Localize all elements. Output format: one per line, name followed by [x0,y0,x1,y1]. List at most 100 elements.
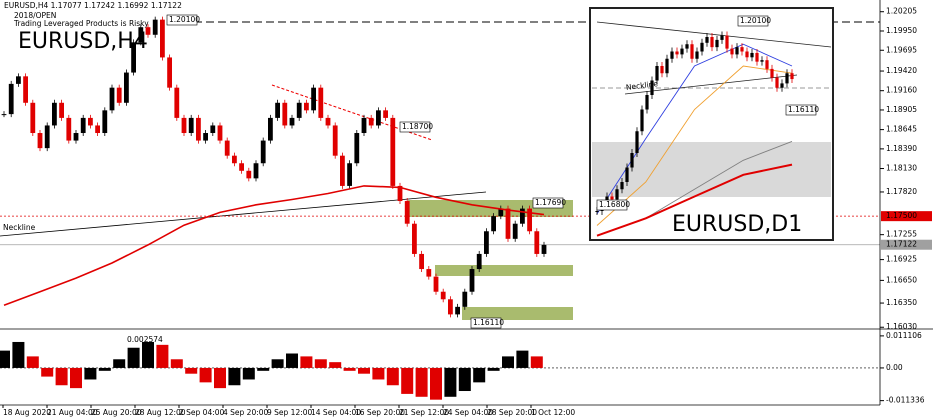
x-tick-label: 28 Sep 20:00 [487,408,537,417]
inset-candle [720,35,724,40]
inset-moving-average [596,163,793,237]
price-level-label: 1.17500 [886,211,917,220]
candle [296,102,302,118]
candle [534,231,540,254]
indicator-bar [358,367,370,374]
candle [527,208,532,232]
candle [88,117,93,126]
indicator-bar [127,347,140,368]
inset-marks [595,31,794,237]
x-tick-label: 21 Sep 12:00 [399,408,449,417]
inset-candle [725,35,729,49]
zone [435,265,573,276]
candle [145,27,151,35]
indicator-bar [487,367,500,371]
symbol-info: EURUSD,H4 1.17077 1.17242 1.16992 1.1712… [4,1,182,10]
indicator-bar [113,359,126,368]
neckline [0,191,487,237]
price-annotation-box [532,197,564,209]
candle [462,291,468,307]
indicator-bar [228,367,241,386]
candle [412,223,417,254]
candle [476,253,482,270]
indicator-bar [502,356,514,368]
x-tick-label: 16 Sep 20:00 [355,408,405,417]
indicator-bar [199,367,212,383]
candle [433,276,439,292]
indicator-bar [214,367,226,389]
x-tick-label: 18 Aug 2020 [3,408,51,417]
candle [332,125,338,156]
inset-neckline-label: Neckline [625,79,658,92]
indicator-bar [26,356,39,368]
indicator-bar [55,367,68,386]
inset-trend-line [596,21,832,48]
y-tick-label: 1.17820 [886,187,917,196]
indicator-bar [314,359,327,368]
candle [512,223,518,239]
candle [354,133,360,164]
candle [246,170,252,179]
inset-candle [750,52,754,58]
warning: Trading Leveraged Products is Risky [13,19,149,28]
inset-candle [740,47,744,52]
inset-candle [730,48,734,55]
inset-moving-average [596,65,793,226]
candle [196,117,201,141]
y-tick-label: 1.19950 [886,26,917,35]
inset-candle [635,131,639,153]
candle [73,133,79,141]
inset-candle [680,48,684,55]
y-tick-label: 1.18645 [886,125,917,134]
candle [484,231,489,254]
candle [138,27,144,43]
inset-candle [690,44,694,59]
candle [16,76,21,84]
indicator-bar [415,367,428,397]
candle [188,117,194,134]
indicator-bar [458,367,471,392]
candle [217,125,223,141]
inset-candle [790,73,794,80]
inset-candle [675,51,679,55]
inset-candle [615,189,619,200]
inset-annotation-box [596,199,628,211]
indicator-bar [0,350,10,368]
candle [95,125,100,134]
x-tick-label: 2 Sep 04:00 [179,408,225,417]
inset-candle [745,51,749,58]
price-annotation-box [166,14,198,26]
price-annotation: 1.16110 [473,318,504,327]
candle [152,19,158,35]
indicator-bar [343,367,356,371]
inset-neckline [624,74,798,95]
candle [174,87,180,118]
inset-candle [705,37,709,43]
price-level-box [881,211,932,222]
inset-candle [755,52,759,62]
y-tick-label: 1.16650 [886,275,917,284]
candle [131,42,136,73]
inset-candle [785,73,789,84]
inset-candle [760,60,764,62]
candle [455,306,460,315]
x-tick-label: 25 Aug 20:00 [91,408,142,417]
indicator-bar [12,341,25,368]
main-chart [0,16,880,400]
inset-candle [695,51,699,59]
x-tick-label: 1 Oct 12:00 [531,408,575,417]
indicator-tick-label: -0.011336 [886,396,925,405]
inset-moving-average [596,43,793,215]
indicator-bar [329,362,342,368]
y-tick-label: 1.19420 [886,66,917,75]
candle [203,133,208,141]
indicator-bar [185,367,198,374]
indicator-bar [70,367,82,389]
candle [80,117,86,134]
candle [30,102,36,134]
moving-average [3,185,545,307]
candle [289,117,295,126]
candle [59,102,64,118]
inset-candle [630,153,634,168]
